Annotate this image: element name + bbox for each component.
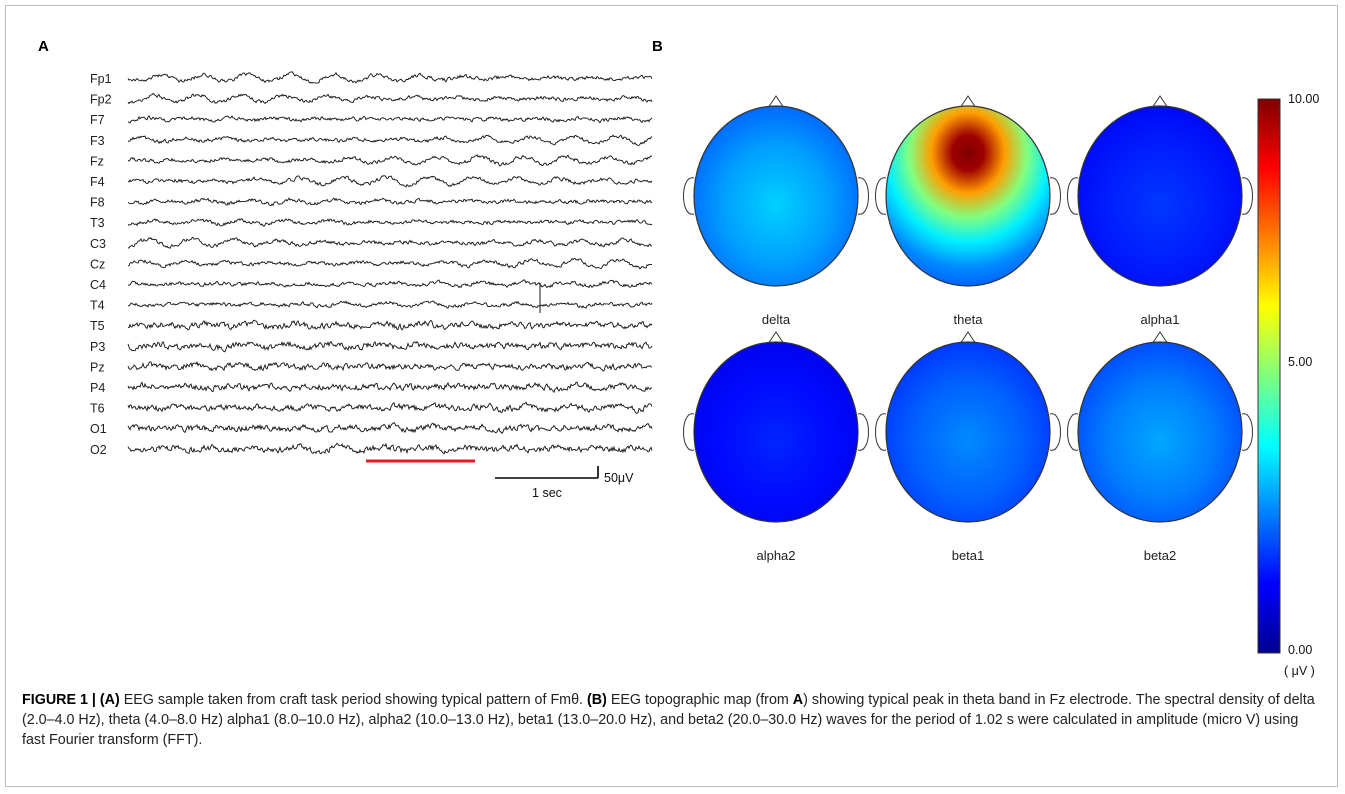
figure-caption: FIGURE 1 | (A) EEG sample taken from cra… xyxy=(22,690,1322,750)
channel-label-Fp1: Fp1 xyxy=(90,72,112,86)
nose-outline xyxy=(1151,331,1169,345)
band-label-alpha1: alpha1 xyxy=(1140,312,1179,327)
colorbar-mid-label: 5.00 xyxy=(1288,355,1312,369)
panel-a-letter: A xyxy=(38,38,49,55)
ear-outline xyxy=(1067,177,1079,215)
channel-label-P4: P4 xyxy=(90,381,105,395)
topomap-theta xyxy=(875,95,1061,287)
panel-b-letter: B xyxy=(652,38,663,55)
band-label-beta1: beta1 xyxy=(952,548,985,563)
eeg-trace-Cz xyxy=(128,257,653,270)
eeg-trace-F4 xyxy=(127,175,653,188)
band-label-theta: theta xyxy=(954,312,984,327)
channel-label-T3: T3 xyxy=(90,216,105,230)
caption-figure-label: FIGURE 1 | xyxy=(22,692,100,708)
eeg-trace-Fp1 xyxy=(127,71,653,84)
colorbar-min-label: 0.00 xyxy=(1288,643,1312,657)
ear-outline xyxy=(1049,413,1061,451)
caption-a-text: EEG sample taken from craft task period … xyxy=(119,692,587,708)
ear-outline xyxy=(1049,177,1061,215)
channel-label-F4: F4 xyxy=(90,175,105,189)
ear-outline xyxy=(683,413,695,451)
channel-label-Fp2: Fp2 xyxy=(90,93,112,107)
ear-outline xyxy=(683,177,695,215)
topomap-delta xyxy=(683,95,869,287)
eeg-trace-F7 xyxy=(127,115,653,124)
band-label-delta: delta xyxy=(762,312,791,327)
eeg-trace-P3 xyxy=(127,340,653,353)
topomap-alpha1 xyxy=(1067,95,1253,287)
channel-label-F3: F3 xyxy=(90,134,105,148)
figure-frame xyxy=(5,5,1338,787)
eeg-trace-F8 xyxy=(127,197,653,207)
channel-label-C3: C3 xyxy=(90,237,106,251)
ear-outline xyxy=(875,177,887,215)
eeg-trace-P4 xyxy=(127,381,653,394)
head-map-beta1 xyxy=(885,341,1051,523)
ear-outline xyxy=(857,177,869,215)
caption-b-text-1: EEG topographic map (from xyxy=(606,692,793,708)
ear-outline xyxy=(1067,413,1079,451)
head-map-beta2 xyxy=(1077,341,1243,523)
head-map-alpha1 xyxy=(1077,105,1243,287)
ear-outline xyxy=(1241,413,1253,451)
channel-label-Fz: Fz xyxy=(90,154,104,168)
eeg-traces-panel: Fp1 Fp2 F7 F3 Fz F4 F8 T3 C3 Cz C4 T4 T5 P3 Pz P4 T6 O1 O2… xyxy=(90,71,653,500)
channel-label-T6: T6 xyxy=(90,402,105,416)
head-map-theta xyxy=(885,105,1051,287)
head-map-delta xyxy=(693,105,859,287)
eeg-trace-Pz xyxy=(127,360,653,372)
eeg-trace-T6 xyxy=(127,401,653,414)
topographic-maps-panel: delta theta alpha1 alpha2 beta1 beta2 10.00 5.0… xyxy=(683,92,1319,678)
channel-label-C4: C4 xyxy=(90,278,106,292)
eeg-trace-C3 xyxy=(127,236,653,249)
channel-label-P3: P3 xyxy=(90,340,105,354)
ear-outline xyxy=(1241,177,1253,215)
topomap-beta2 xyxy=(1067,331,1253,523)
eeg-trace-T3 xyxy=(127,218,653,227)
nose-outline xyxy=(767,331,785,345)
eeg-trace-O1 xyxy=(127,422,653,435)
band-label-alpha2: alpha2 xyxy=(756,548,795,563)
nose-outline xyxy=(959,331,977,345)
caption-b-text-2: ) showing typical peak in theta band in … xyxy=(22,692,1315,748)
eeg-trace-T4 xyxy=(127,300,653,309)
caption-a-label: (A) xyxy=(99,692,120,708)
channel-label-F8: F8 xyxy=(90,196,105,210)
eeg-trace-F3 xyxy=(127,134,653,147)
ear-outline xyxy=(857,413,869,451)
channel-label-Pz: Pz xyxy=(90,360,105,374)
nose-outline xyxy=(1151,95,1169,109)
scale-time-label: 1 sec xyxy=(532,486,562,500)
eeg-trace-Fp2 xyxy=(127,92,653,105)
nose-outline xyxy=(959,95,977,109)
caption-b-ref: A xyxy=(792,692,804,708)
head-map-alpha2 xyxy=(693,341,859,523)
eeg-trace-O2 xyxy=(127,442,653,455)
channel-label-Cz: Cz xyxy=(90,257,105,271)
channel-label-T4: T4 xyxy=(90,299,105,313)
ear-outline xyxy=(875,413,887,451)
channel-label-T5: T5 xyxy=(90,319,105,333)
nose-outline xyxy=(767,95,785,109)
scale-amplitude-label: 50μV xyxy=(604,471,634,485)
eeg-trace-C4 xyxy=(127,279,653,289)
colorbar xyxy=(1257,98,1281,654)
eeg-trace-T5 xyxy=(127,319,653,331)
colorbar-max-label: 10.00 xyxy=(1288,92,1319,106)
topomap-alpha2 xyxy=(683,331,869,523)
eeg-trace-Fz xyxy=(127,154,653,167)
band-label-beta2: beta2 xyxy=(1144,548,1177,563)
channel-label-O2: O2 xyxy=(90,443,107,457)
topomap-beta1 xyxy=(875,331,1061,523)
colorbar-unit-label: ( μV ) xyxy=(1284,664,1315,678)
channel-label-O1: O1 xyxy=(90,422,107,436)
scale-bar xyxy=(495,466,599,479)
channel-label-F7: F7 xyxy=(90,113,105,127)
caption-b-label: (B) xyxy=(586,692,607,708)
